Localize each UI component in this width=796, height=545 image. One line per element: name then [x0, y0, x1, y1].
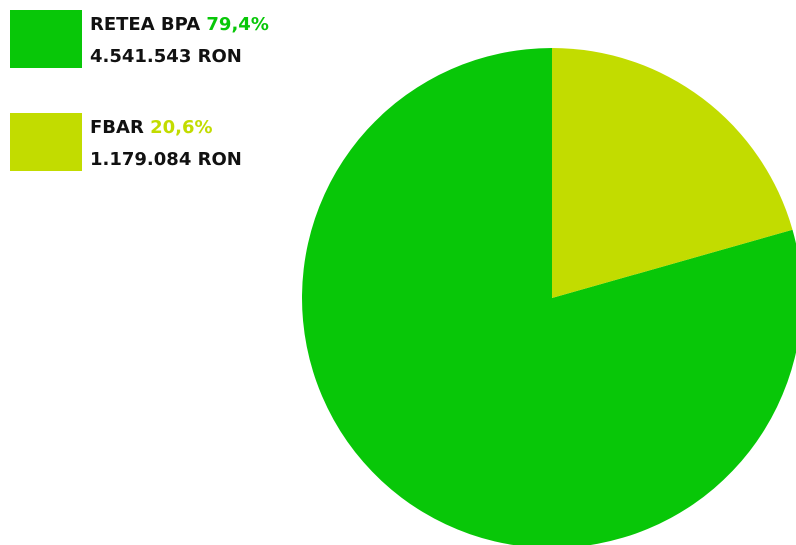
legend-percent: 20,6% — [150, 117, 212, 138]
legend-label: FBAR 20,6% — [90, 117, 213, 138]
legend-name: RETEA BPA — [90, 14, 200, 35]
legend-percent: 79,4% — [206, 14, 268, 35]
legend-label: RETEA BPA 79,4% — [90, 14, 269, 35]
legend-amount: 1.179.084 RON — [90, 149, 242, 170]
pie-slice — [302, 48, 796, 545]
pie-slice — [552, 48, 793, 298]
legend-swatch — [10, 113, 82, 171]
legend-amount: 4.541.543 RON — [90, 46, 242, 67]
legend-swatch — [10, 10, 82, 68]
legend-name: FBAR — [90, 117, 144, 138]
